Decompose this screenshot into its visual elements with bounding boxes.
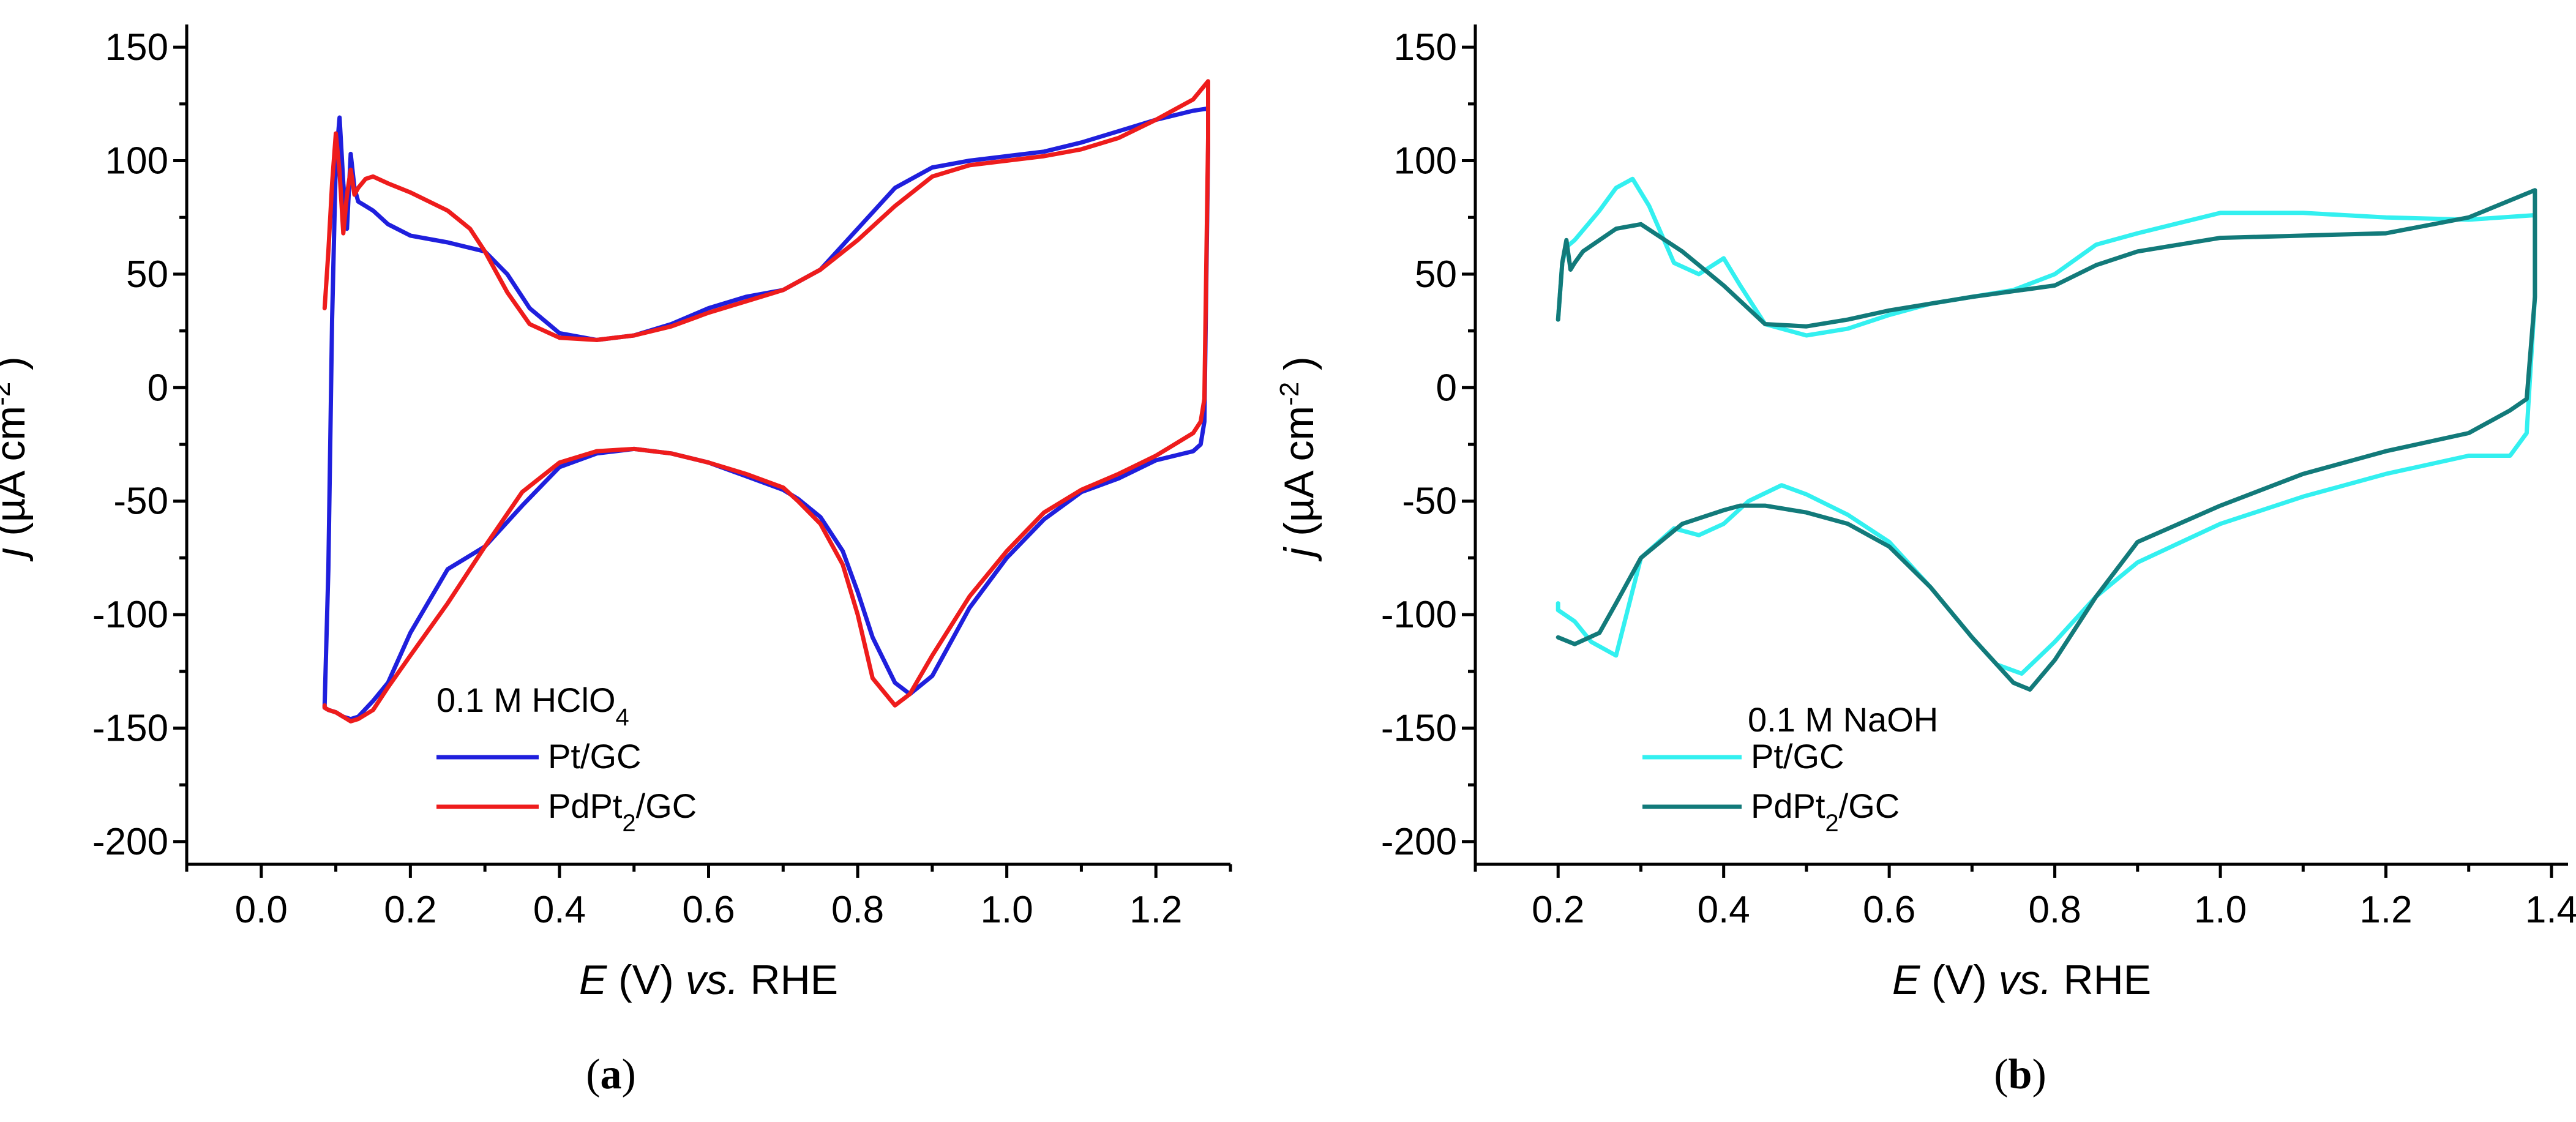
electrolyte-label: 0.1 M NaOH [1748,700,1938,739]
x-tick-label: 0.2 [384,889,436,931]
x-tick-label: 0.2 [1532,889,1584,931]
x-axis-title: E (V) vs. RHE [1892,957,2151,1003]
y-axis-title: j (µA cm-2 ) [0,356,34,562]
x-tick-label: 1.0 [981,889,1033,931]
panel-b: 0.2 0.4 0.6 0.8 1.0 1.2 1.4 -200 -150 -100 -50 0 50 1… [1275,24,2576,1098]
series-line-pdpt2-gc [1556,188,2537,692]
y-tick-label: 150 [105,26,168,69]
y-axis-title: j (µA cm-2 ) [1275,356,1323,562]
x-tick-label: 0.4 [1698,889,1750,931]
panel-caption: (b) [1994,1051,2046,1098]
x-tick-label: 0.6 [1863,889,1915,931]
panel-a: 0.0 0.2 0.4 0.6 0.8 1.0 1.2 -200 -150 -100 -50 0 50 1… [0,24,1232,1098]
y-tick-label: -100 [92,594,168,636]
legend-label: Pt/GC [548,737,641,776]
legend-label: Pt/GC [1751,737,1844,776]
series-line-pt-gc [1556,176,2537,676]
x-tick-label: 1.2 [2359,889,2412,931]
electrolyte-label: 0.1 M HClO4 [436,681,629,731]
y-tick-label: -150 [92,708,168,750]
x-tick-label: 0.4 [533,889,586,931]
y-tick-label: -200 [1381,821,1457,863]
y-tick-label: -50 [1402,481,1457,523]
y-tick-label: -200 [92,821,168,863]
y-tick-label: 100 [1394,140,1457,182]
x-tick-label: 1.2 [1129,889,1182,931]
y-tick-label: -150 [1381,708,1457,750]
y-tick-label: 50 [1415,253,1457,296]
x-axis-title: E (V) vs. RHE [579,957,838,1003]
x-tick-label: 0.8 [2028,889,2081,931]
x-tick-label: 1.4 [2525,889,2576,931]
series-line-pdpt2-gc [322,79,1210,724]
x-tick-label: 0.8 [831,889,884,931]
y-tick-label: 0 [1436,367,1457,409]
y-tick-label: 150 [1394,26,1457,69]
x-tick-label: 1.0 [2194,889,2247,931]
x-tick-label: 0.0 [235,889,288,931]
legend-label: PdPt2/GC [548,787,697,837]
legend-label: PdPt2/GC [1751,787,1900,837]
y-tick-label: 0 [148,367,168,409]
x-tick-label: 0.6 [682,889,735,931]
y-tick-label: 100 [105,140,168,182]
series-line-pt-gc [322,106,1210,722]
y-tick-label: -100 [1381,594,1457,636]
panel-caption: (a) [586,1051,636,1098]
y-tick-label: -50 [113,481,168,523]
y-tick-label: 50 [126,253,168,296]
